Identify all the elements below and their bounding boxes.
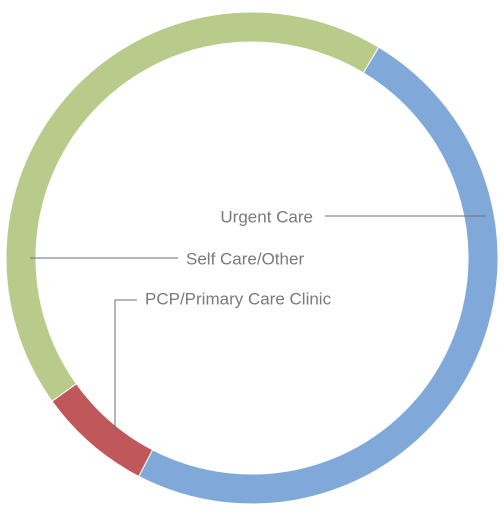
- segment-label: Urgent Care: [220, 207, 313, 226]
- segment-label: PCP/Primary Care Clinic: [145, 289, 332, 308]
- segment-label: Self Care/Other: [186, 249, 304, 268]
- donut-segment: [138, 46, 499, 505]
- leader-line: [114, 299, 137, 432]
- donut-segment: [51, 383, 154, 478]
- donut-segment: [5, 11, 380, 402]
